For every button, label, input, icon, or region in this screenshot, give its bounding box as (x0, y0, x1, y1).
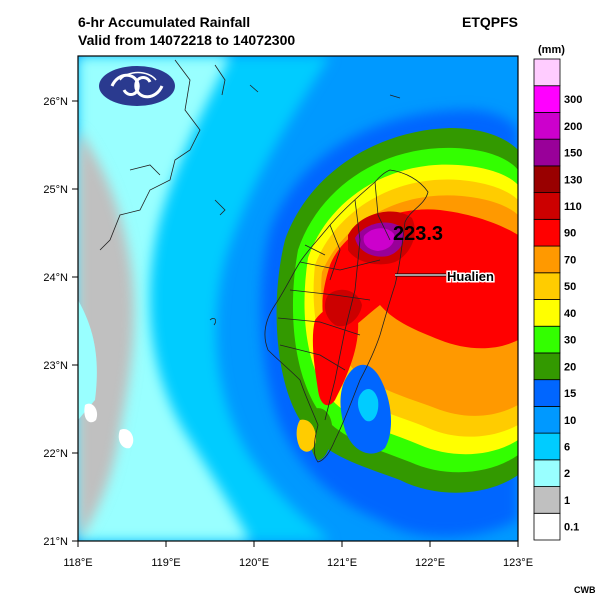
colorbar-label: 130 (564, 174, 582, 186)
colorbar-label: 50 (564, 281, 576, 293)
colorbar-swatch (533, 512, 561, 541)
lon-tick-label: 123°E (503, 557, 533, 569)
colorbar-label: 200 (564, 121, 582, 133)
map-frame (77, 55, 519, 542)
colorbar-label: 150 (564, 148, 582, 160)
colorbar-label: 300 (564, 94, 582, 106)
colorbar-swatch (533, 379, 561, 407)
lon-tick-label: 118°E (63, 557, 92, 569)
colorbar-swatch (533, 218, 561, 247)
place-label: Hualien (447, 269, 494, 284)
lat-tick-label: 26°N (43, 96, 68, 108)
max-value-label: 223.3 (393, 223, 443, 245)
colorbar-label: 40 (564, 308, 576, 320)
colorbar-swatch (533, 325, 561, 354)
colorbar-swatch (533, 192, 561, 220)
longitude-ticks: 118°E 119°E 120°E 121°E 122°E 123°E (63, 541, 533, 569)
rainfall-field (78, 56, 518, 541)
colorbar-swatch (533, 432, 561, 461)
lon-tick-label: 120°E (239, 557, 269, 569)
map-subtitle: Valid from 14072218 to 14072300 (78, 32, 296, 48)
lat-tick-label: 23°N (43, 360, 68, 372)
taiwan-outline (99, 59, 429, 463)
colorbar-label: 110 (564, 201, 582, 213)
lon-tick-label: 122°E (415, 557, 445, 569)
lat-tick-label: 21°N (43, 536, 68, 548)
colorbar-swatch (533, 165, 561, 194)
lat-tick-label: 24°N (43, 272, 68, 284)
colorbar-swatch (533, 245, 561, 274)
map-title: 6-hr Accumulated Rainfall (78, 14, 251, 30)
colorbar-label: 0.1 (564, 522, 579, 534)
lon-tick-label: 121°E (327, 557, 357, 569)
colorbar-label: 70 (564, 254, 576, 266)
units-label: (mm) (538, 44, 565, 56)
cwb-logo-icon (99, 66, 175, 106)
colorbar-label: 20 (564, 361, 576, 373)
colorbar-swatch (533, 58, 561, 87)
colorbar-swatch (533, 85, 561, 113)
lat-tick-label: 25°N (43, 184, 68, 196)
colorbar-label: 90 (564, 228, 576, 240)
colorbar-swatch (533, 459, 561, 487)
colorbar-label: 15 (564, 388, 576, 400)
colorbar-swatch (533, 272, 561, 300)
colorbar-label: 1 (564, 495, 570, 507)
colorbar-swatch (533, 112, 561, 140)
model-name: ETQPFS (462, 14, 519, 30)
colorbar-swatch (533, 352, 561, 381)
colorbar-label: 10 (564, 415, 576, 427)
colorbar-swatch (533, 138, 561, 167)
credit-label: CWB (574, 585, 596, 595)
colorbar-label: 2 (564, 468, 570, 480)
colorbar-swatch (533, 405, 561, 434)
colorbar-label: 6 (564, 441, 570, 453)
colorbar-label: 30 (564, 335, 576, 347)
colorbar-swatch (533, 486, 561, 514)
colorbar-swatch (533, 299, 561, 327)
lat-tick-label: 22°N (43, 448, 68, 460)
lon-tick-label: 119°E (151, 557, 180, 569)
latitude-ticks: 26°N 25°N 24°N 23°N 22°N 21°N (43, 96, 78, 548)
colorbar: 0.1 1 2 6 10 15 20 30 40 50 70 90 110 130 150 200 300 (533, 58, 582, 541)
